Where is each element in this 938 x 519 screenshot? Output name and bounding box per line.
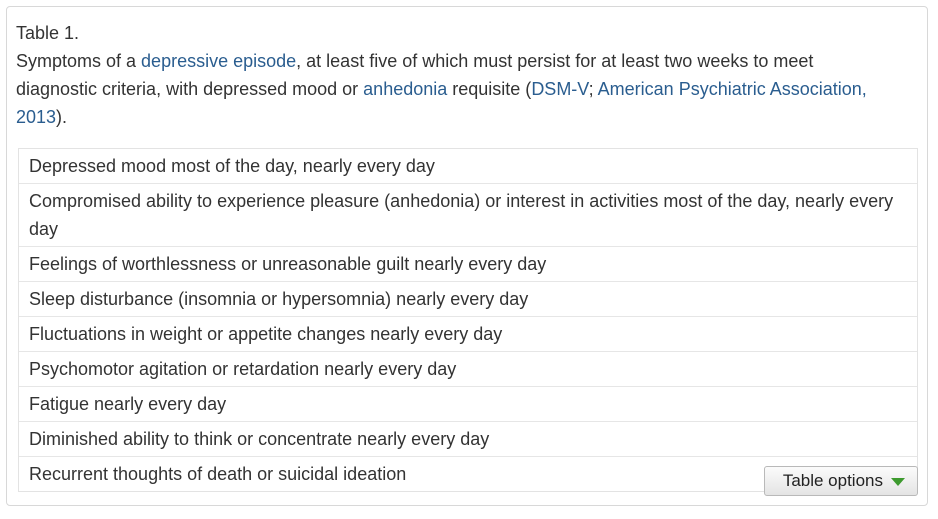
- table-row: Fluctuations in weight or appetite chang…: [19, 316, 917, 351]
- table-row: Psychomotor agitation or retardation nea…: [19, 351, 917, 386]
- table-row: Fatigue nearly every day: [19, 386, 917, 421]
- table-row: Diminished ability to think or concentra…: [19, 421, 917, 456]
- caption-text: , at least five of which must persist fo…: [16, 51, 814, 99]
- table-row: Sleep disturbance (insomnia or hypersomn…: [19, 281, 917, 316]
- table-label: Table 1.: [16, 23, 80, 43]
- link-apa-citation[interactable]: American Psychiatric Association, 2013: [16, 79, 867, 127]
- table-caption: Table 1. Symptoms of a depressive episod…: [16, 19, 896, 131]
- link-dsm-v[interactable]: DSM-V: [531, 79, 589, 99]
- table-row: Depressed mood most of the day, nearly e…: [29, 156, 435, 176]
- caption-text: requisite (: [447, 79, 532, 99]
- link-depressive-episode[interactable]: depressive episode: [141, 51, 297, 71]
- table-row: Recurrent thoughts of death or suicidal …: [19, 456, 917, 491]
- table-row: Feelings of worthlessness or unreasonabl…: [19, 246, 917, 281]
- table-panel: Table 1. Symptoms of a depressive episod…: [6, 6, 928, 506]
- table-options-label: Table options: [782, 471, 883, 490]
- caption-text: Symptoms of a: [16, 51, 142, 71]
- caption-text: ).: [56, 107, 68, 127]
- table-row: Compromised ability to experience pleasu…: [19, 183, 917, 246]
- symptoms-table: Depressed mood most of the day, nearly e…: [18, 148, 918, 492]
- link-anhedonia[interactable]: anhedonia: [363, 79, 448, 99]
- table-options-button[interactable]: Table options: [763, 466, 918, 496]
- caret-down-icon: [891, 478, 905, 486]
- caption-text: ;: [588, 79, 598, 99]
